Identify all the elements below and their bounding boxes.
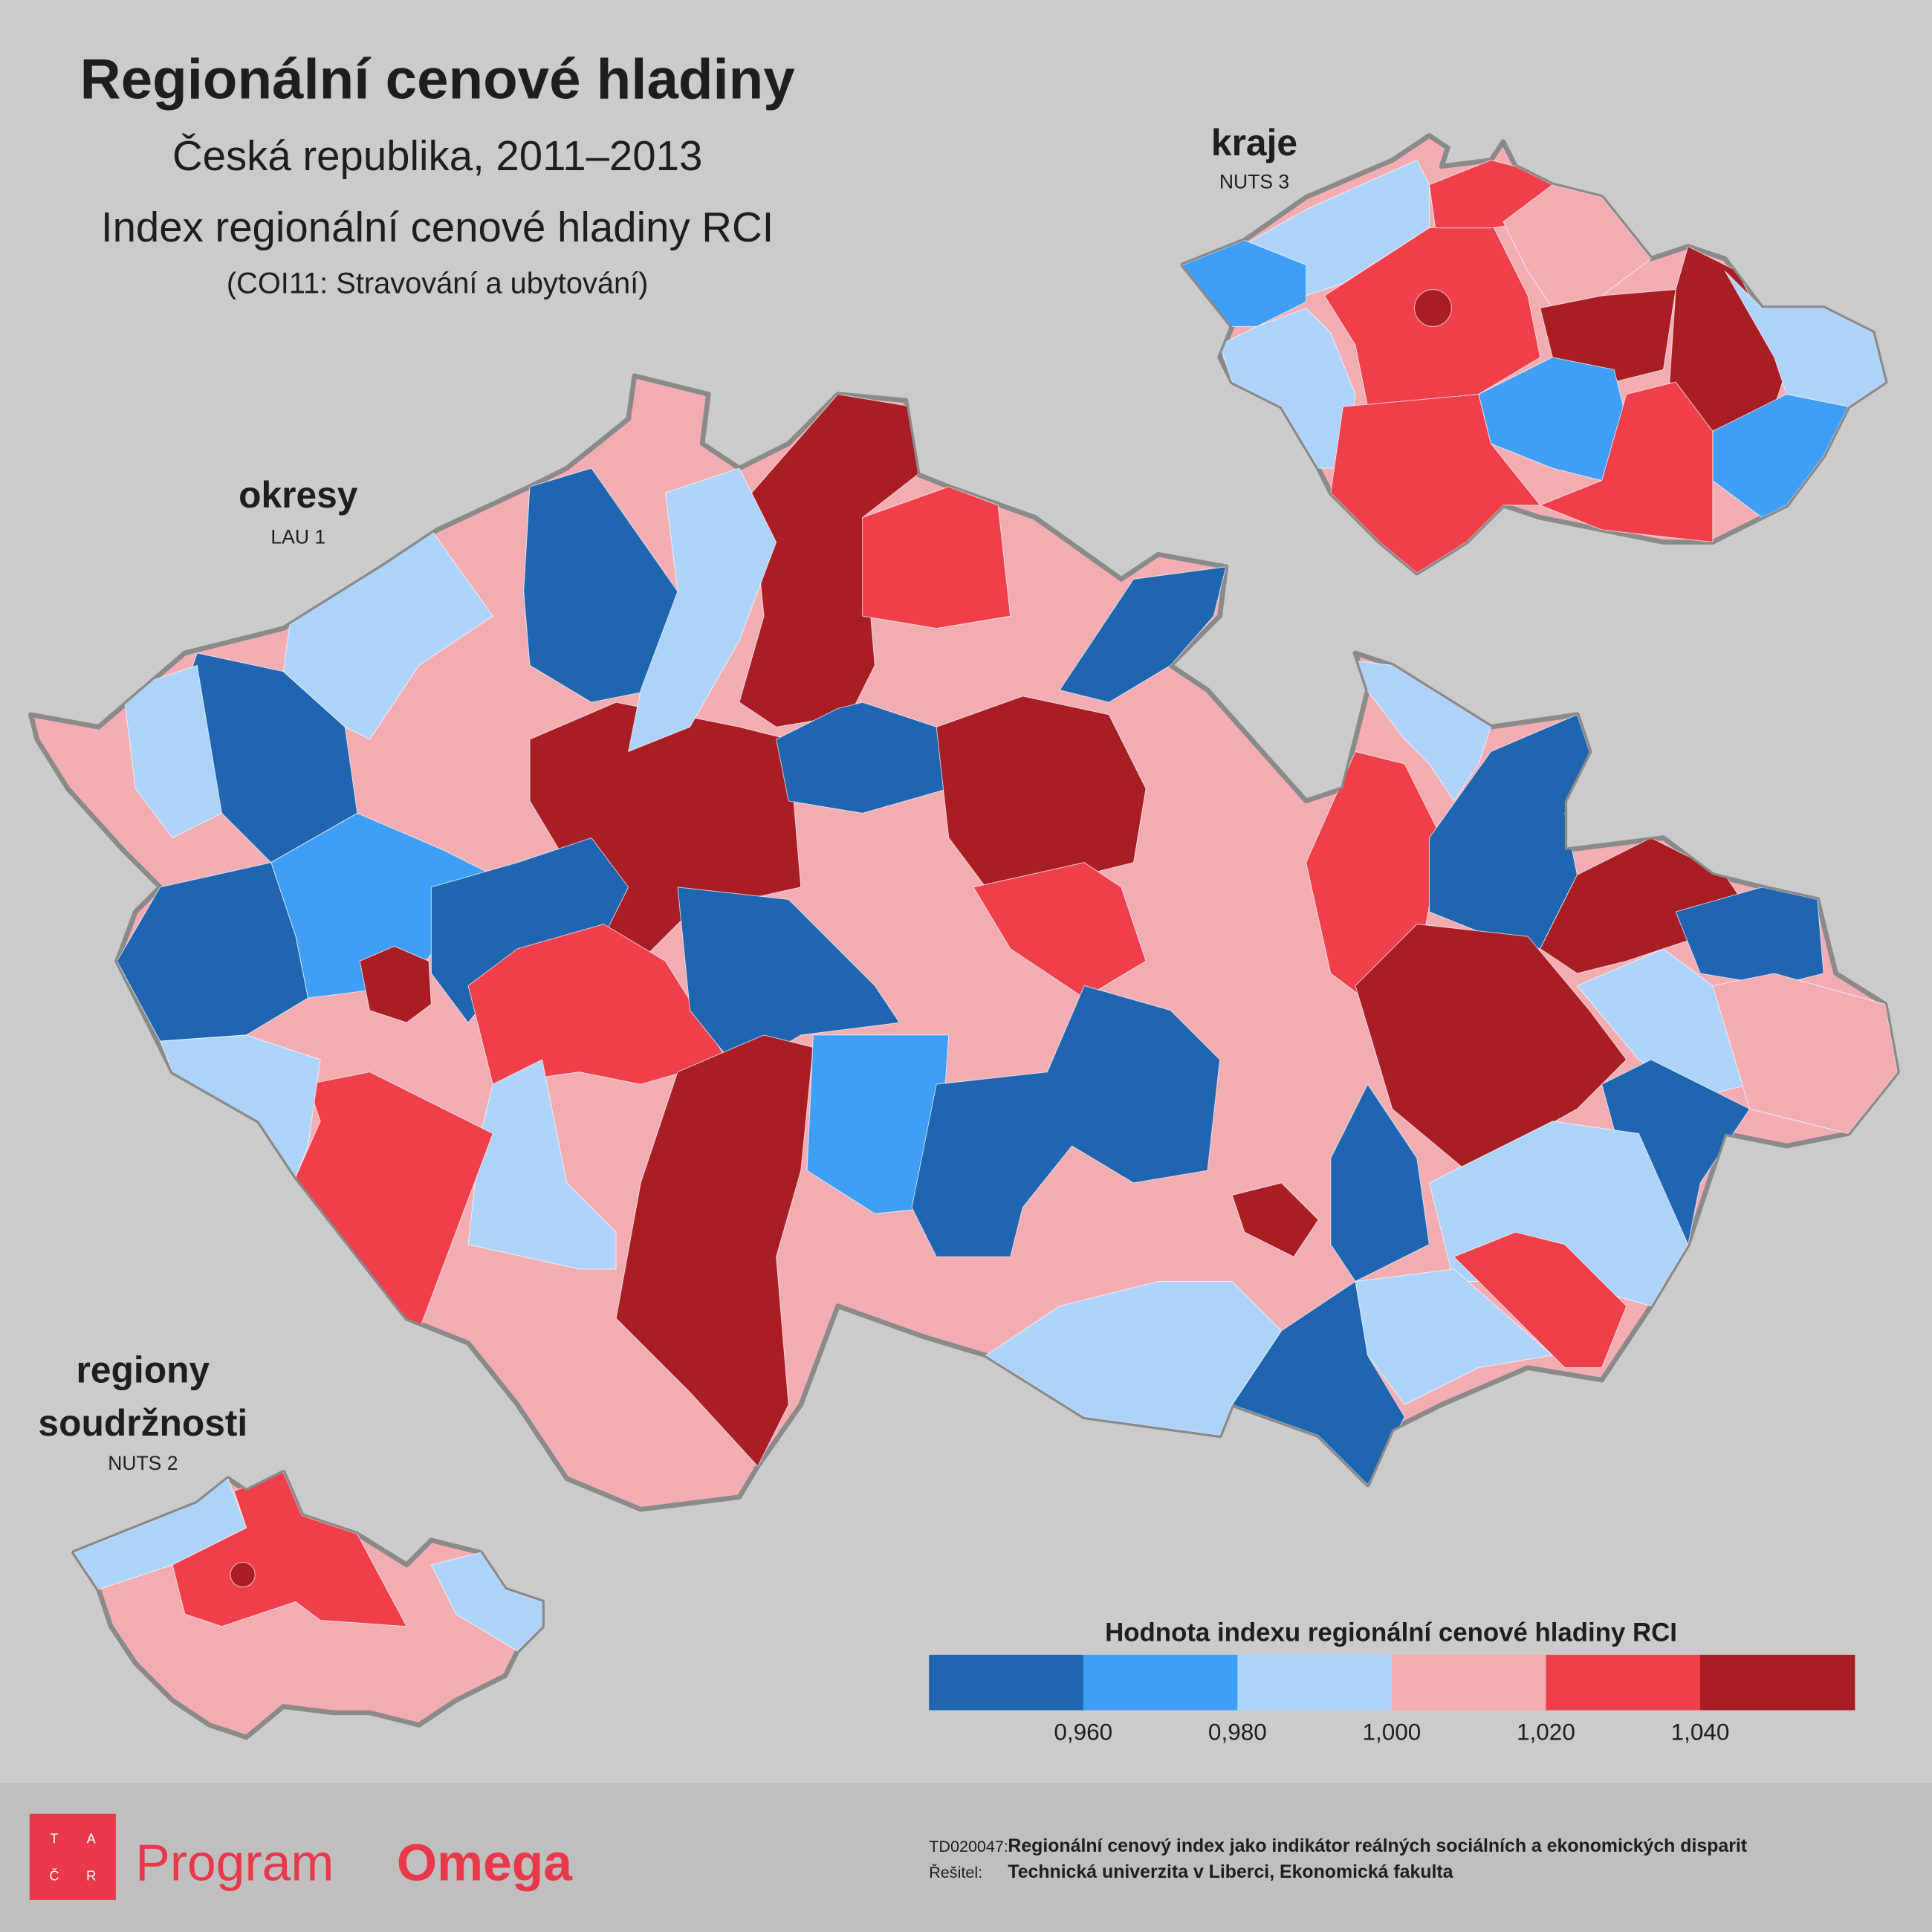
legend-tick-label: 0,980 [1208, 1718, 1267, 1745]
region [806, 1034, 950, 1214]
map-kraje [1180, 133, 1888, 576]
legend-swatch [1699, 1654, 1855, 1711]
map-label: kraje [1211, 122, 1297, 163]
index-name: Index regionální cenové hladiny RCI [101, 204, 774, 250]
region [677, 886, 901, 1073]
region [911, 985, 1221, 1257]
legend-swatch [1237, 1654, 1393, 1711]
region [985, 1280, 1283, 1436]
subtitle: Česká republika, 2011–2013 [172, 132, 702, 179]
legend-tick-label: 1,040 [1671, 1718, 1730, 1745]
region [1539, 381, 1714, 543]
region [359, 945, 432, 1023]
regions [1182, 159, 1885, 574]
region [627, 467, 777, 753]
project-title: Regionální cenový index jako indikátor r… [1008, 1835, 1747, 1856]
region [739, 394, 918, 727]
logo-letter: Č [49, 1867, 59, 1883]
legend-tick-label: 0,960 [1054, 1718, 1112, 1745]
map-label: okresy [239, 474, 358, 516]
region [1231, 1280, 1405, 1485]
title: Regionální cenové hladiny [80, 48, 795, 111]
legend-tick-label: 1,020 [1517, 1718, 1575, 1745]
investigator: Technická univerzita v Liberci, Ekonomic… [1008, 1861, 1453, 1882]
region [1231, 1182, 1319, 1257]
region [172, 1472, 408, 1627]
program: Program [135, 1833, 334, 1891]
map-level: NUTS 2 [108, 1452, 178, 1474]
map-level: NUTS 3 [1219, 171, 1289, 193]
program-name: Omega [397, 1833, 573, 1891]
region [1059, 566, 1227, 703]
maps [28, 133, 1900, 1740]
map-label: regiony [77, 1349, 210, 1390]
map-label: soudržnosti [38, 1402, 247, 1444]
regions [74, 1472, 542, 1652]
legend-swatch [1391, 1654, 1547, 1711]
legend-swatch [929, 1654, 1084, 1711]
logo-letter: T [50, 1831, 58, 1847]
map-nuts2 [71, 1470, 545, 1740]
legend-swatch [1546, 1654, 1701, 1711]
region [1503, 184, 1652, 309]
logo [29, 1813, 116, 1900]
map-okresy [28, 373, 1900, 1512]
footer [0, 1783, 1932, 1932]
logo-letter: A [87, 1831, 97, 1847]
legend-tick-label: 1,000 [1362, 1718, 1421, 1745]
region [936, 696, 1147, 888]
legend: 0,960 0,980 1,000 1,020 1,040 [929, 1654, 1855, 1745]
legend-swatch [1083, 1654, 1239, 1711]
regions [116, 394, 1898, 1485]
category: (COI11: Stravování a ubytování) [227, 268, 649, 300]
investigator-label: Řešitel: [929, 1863, 982, 1881]
map-level: LAU 1 [270, 525, 325, 548]
region [615, 1034, 814, 1468]
region [1330, 1083, 1430, 1283]
region [123, 664, 223, 839]
region [1414, 289, 1452, 327]
region [230, 1562, 256, 1588]
region [1330, 394, 1541, 574]
logo-letter: R [86, 1867, 96, 1883]
region [1453, 1231, 1627, 1369]
region [973, 862, 1147, 999]
region [1355, 924, 1627, 1171]
legend-title: Hodnota indexu regionální cenové hladiny… [1105, 1618, 1677, 1647]
project-code: TD020047: [929, 1837, 1008, 1855]
region [1712, 394, 1849, 519]
region [523, 467, 678, 703]
